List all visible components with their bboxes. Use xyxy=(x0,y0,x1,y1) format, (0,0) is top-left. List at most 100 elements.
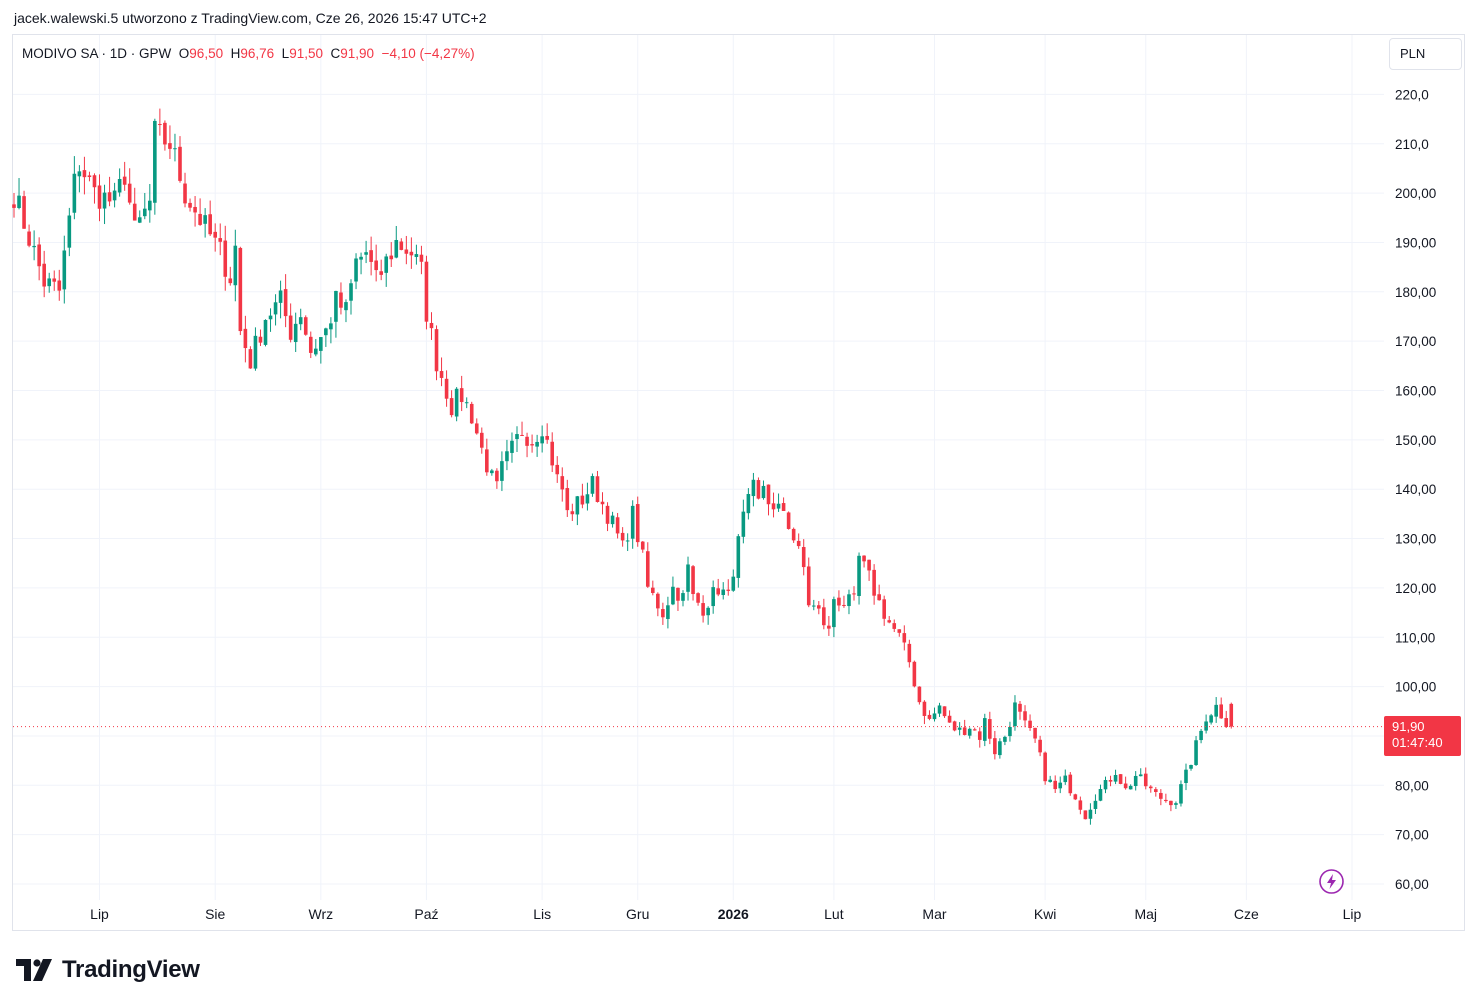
candle-body[interactable] xyxy=(500,461,504,481)
candle-body[interactable] xyxy=(635,504,640,543)
candle-body[interactable] xyxy=(248,349,253,369)
candle-body[interactable] xyxy=(1088,809,1093,819)
candle-body[interactable] xyxy=(102,192,107,209)
candle-body[interactable] xyxy=(97,185,102,209)
candle-body[interactable] xyxy=(1028,720,1032,728)
candle-body[interactable] xyxy=(1103,780,1108,790)
candle-body[interactable] xyxy=(324,328,328,336)
candle-body[interactable] xyxy=(238,247,243,332)
candle-body[interactable] xyxy=(872,569,876,596)
tradingview-logo[interactable]: TradingView xyxy=(16,955,200,985)
candle-body[interactable] xyxy=(1209,715,1213,723)
candle-body[interactable] xyxy=(505,451,509,462)
candle-body[interactable] xyxy=(495,470,499,482)
candle-body[interactable] xyxy=(153,120,157,203)
candle-body[interactable] xyxy=(444,378,449,399)
candle-body[interactable] xyxy=(183,183,187,204)
candle-body[interactable] xyxy=(117,179,122,193)
candle-body[interactable] xyxy=(293,323,298,343)
candle-body[interactable] xyxy=(479,432,484,448)
candle-body[interactable] xyxy=(620,532,625,541)
candle-body[interactable] xyxy=(404,249,409,254)
candle-body[interactable] xyxy=(1128,785,1133,790)
candle-body[interactable] xyxy=(661,609,665,618)
candle-body[interactable] xyxy=(1113,774,1118,782)
candle-body[interactable] xyxy=(862,555,866,562)
candle-body[interactable] xyxy=(1058,782,1063,789)
candle-body[interactable] xyxy=(1093,800,1098,809)
candle-body[interactable] xyxy=(801,547,806,568)
candle-body[interactable] xyxy=(580,495,585,505)
candle-body[interactable] xyxy=(877,594,881,601)
candle-body[interactable] xyxy=(188,202,192,208)
candle-body[interactable] xyxy=(243,328,248,349)
candle-body[interactable] xyxy=(334,290,338,322)
candle-body[interactable] xyxy=(796,540,801,547)
candle-body[interactable] xyxy=(766,484,771,505)
candle-body[interactable] xyxy=(424,261,429,322)
candle-body[interactable] xyxy=(178,146,182,181)
candle-body[interactable] xyxy=(651,587,655,593)
candle-body[interactable] xyxy=(1199,730,1203,741)
candle-body[interactable] xyxy=(681,593,685,601)
candle-body[interactable] xyxy=(1179,784,1183,804)
candle-body[interactable] xyxy=(791,528,796,541)
candle-body[interactable] xyxy=(122,176,127,185)
candle-body[interactable] xyxy=(988,719,992,739)
candle-body[interactable] xyxy=(329,323,333,330)
candle-body[interactable] xyxy=(1224,718,1229,727)
candle-body[interactable] xyxy=(37,244,41,267)
candle-body[interactable] xyxy=(485,449,489,473)
candle-body[interactable] xyxy=(67,215,72,248)
candle-body[interactable] xyxy=(897,629,902,633)
candle-body[interactable] xyxy=(57,280,62,291)
candle-body[interactable] xyxy=(1018,703,1022,712)
candle-body[interactable] xyxy=(947,715,952,723)
candle-body[interactable] xyxy=(474,423,479,434)
candle-body[interactable] xyxy=(223,240,228,277)
candle-body[interactable] xyxy=(600,501,605,505)
candle-body[interactable] xyxy=(751,479,756,497)
candle-body[interactable] xyxy=(842,604,846,606)
candle-body[interactable] xyxy=(555,464,560,475)
candle-body[interactable] xyxy=(942,706,947,717)
candle-body[interactable] xyxy=(409,251,414,256)
candle-body[interactable] xyxy=(887,620,892,623)
candle-body[interactable] xyxy=(268,315,273,320)
candle-body[interactable] xyxy=(298,317,303,325)
candle-body[interactable] xyxy=(610,515,615,525)
candle-body[interactable] xyxy=(676,587,680,601)
candle-body[interactable] xyxy=(952,721,957,731)
candle-body[interactable] xyxy=(630,505,635,539)
candle-body[interactable] xyxy=(127,183,132,203)
candle-body[interactable] xyxy=(781,503,786,511)
candle-body[interactable] xyxy=(490,470,494,474)
candle-body[interactable] xyxy=(142,208,147,217)
candle-body[interactable] xyxy=(263,319,268,345)
candle-body[interactable] xyxy=(213,231,217,238)
candle-body[interactable] xyxy=(721,589,726,596)
candle-body[interactable] xyxy=(902,633,907,643)
candle-body[interactable] xyxy=(605,505,610,524)
candle-body[interactable] xyxy=(173,148,177,150)
candle-body[interactable] xyxy=(1108,779,1113,782)
candle-body[interactable] xyxy=(27,231,31,246)
candle-body[interactable] xyxy=(1078,800,1083,810)
candle-body[interactable] xyxy=(349,283,353,301)
candle-body[interactable] xyxy=(972,729,977,731)
candle-body[interactable] xyxy=(711,587,715,607)
candle-body[interactable] xyxy=(218,238,223,242)
candle-body[interactable] xyxy=(867,559,871,571)
candle-body[interactable] xyxy=(550,441,555,466)
candle-body[interactable] xyxy=(374,260,378,271)
candle-body[interactable] xyxy=(595,476,600,502)
candle-body[interactable] xyxy=(726,589,731,591)
candle-body[interactable] xyxy=(1189,764,1193,769)
candle-body[interactable] xyxy=(233,245,238,286)
candle-body[interactable] xyxy=(882,599,886,619)
candle-body[interactable] xyxy=(761,485,766,499)
candle-body[interactable] xyxy=(927,714,932,719)
candle-body[interactable] xyxy=(308,336,313,353)
candle-body[interactable] xyxy=(112,190,117,201)
candle-body[interactable] xyxy=(671,586,675,605)
